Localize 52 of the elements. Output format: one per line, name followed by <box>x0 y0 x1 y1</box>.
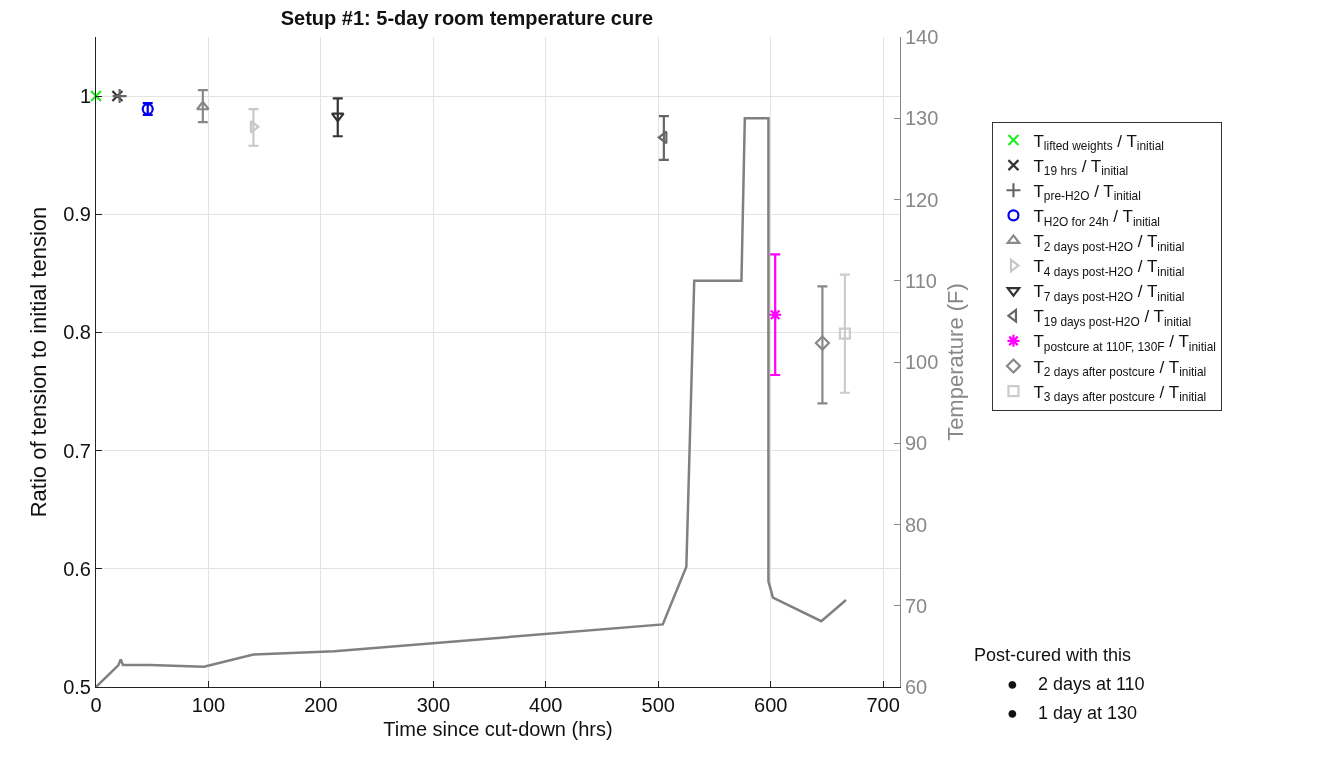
x-tick-label: 400 <box>529 694 563 716</box>
x-tick-label: 500 <box>641 694 675 716</box>
point <box>838 327 851 340</box>
y-tick-label: 0.6 <box>63 557 91 580</box>
y2-tick-label: 110 <box>905 269 937 292</box>
x-tick-label: 0 <box>90 694 102 716</box>
legend-label: T$_{2 days after postcure}$ / T$_{initial}$ <box>1033 357 1207 380</box>
legend-label: T$_{19 hrs}$ / T$_{initial}$ <box>1033 156 1129 179</box>
y2-axis-title: Temperature (F) <box>943 283 969 441</box>
point <box>111 89 124 103</box>
legend-label: T$_{4 days post-H2O}$ / T$_{initial}$ <box>1033 257 1185 279</box>
y2-tick-label: 60 <box>905 676 928 698</box>
x-tick-label: 300 <box>416 694 451 716</box>
point <box>768 307 783 322</box>
legend-label: T$_{2 days post-H2O}$ / T$_{initial}$ <box>1033 232 1185 254</box>
legend-label: T$_{3 days after postcure}$ / T$_{initial}$ <box>1033 382 1207 405</box>
line-series <box>96 117 848 687</box>
point <box>249 119 260 134</box>
legend-label: T$_{7 days post-H2O}$ / T$_{initial}$ <box>1033 282 1185 304</box>
point <box>89 89 103 103</box>
x-tick-label: 200 <box>304 694 338 716</box>
y2-tick-label: 70 <box>905 594 928 617</box>
x-tick-label: 600 <box>754 694 788 716</box>
point <box>330 112 345 123</box>
point <box>111 87 128 105</box>
legend-label: T$_{19 days post-H2O}$ / T$_{initial}$ <box>1033 307 1192 329</box>
y-axis-title: Ratio of tension to initial tension <box>25 206 51 518</box>
y-tick-label: 0.5 <box>63 676 91 698</box>
y2-tick-label: 80 <box>905 513 928 536</box>
y-tick-label: 0.8 <box>63 321 91 344</box>
y2-tick-label: 130 <box>905 107 939 130</box>
y-tick-label: 0.7 <box>63 439 91 462</box>
text: Post-cured with this <box>974 645 1132 665</box>
x-tick-label: 100 <box>191 694 226 716</box>
legend-label: T$_{postcure at 110F, 130F}$ / T$_{initial}$ <box>1033 332 1216 355</box>
y-tick-label: 0.9 <box>63 203 91 226</box>
legend-label: T$_{lifted weights}$ / T$_{initial}$ <box>1033 131 1164 154</box>
text: ● 2 days at 110 <box>1007 674 1145 694</box>
x-axis-title: Time since cut-down (hrs) <box>383 717 613 740</box>
point <box>195 100 210 111</box>
point <box>814 335 831 351</box>
legend-label: T$_{pre-H2O}$ / T$_{initial}$ <box>1033 181 1141 204</box>
y2-tick-label: 100 <box>905 351 939 373</box>
y-tick-label: 1 <box>79 85 91 108</box>
y2-tick-label: 90 <box>905 432 928 455</box>
x-tick-label: 700 <box>866 694 900 716</box>
point <box>657 130 668 145</box>
legend-label: T$_{H2O for 24h}$ / T$_{initial}$ <box>1033 206 1160 229</box>
text: ● 1 day at 130 <box>1007 703 1137 723</box>
y2-tick-label: 140 <box>905 26 939 48</box>
chart-title: Setup #1: 5-day room temperature cure <box>280 7 654 30</box>
y2-tick-label: 120 <box>905 188 939 211</box>
